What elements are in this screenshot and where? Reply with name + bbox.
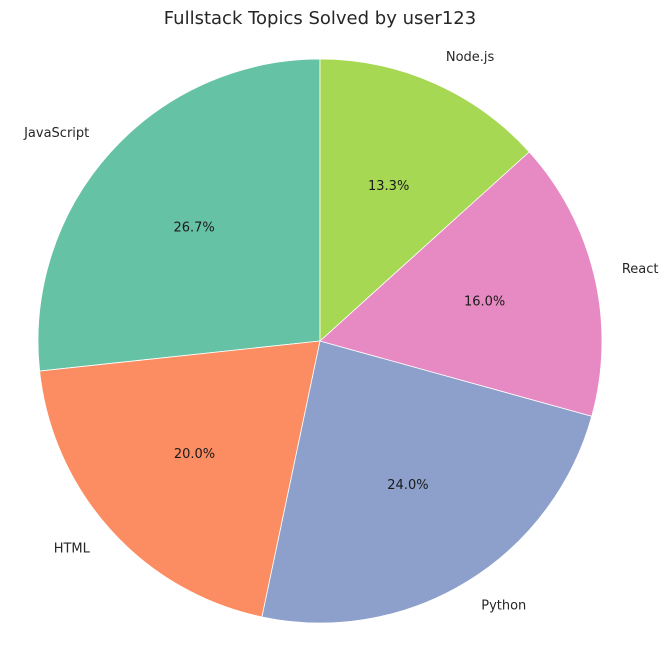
chart-title: Fullstack Topics Solved by user123 bbox=[164, 8, 476, 29]
slice-label-javascript: JavaScript bbox=[23, 126, 89, 141]
pie-labels: JavaScript 26.7% HTML 20.0% Python 24.0% React… bbox=[23, 50, 658, 614]
percent-label-node-js: 13.3% bbox=[368, 179, 409, 194]
percent-label-react: 16.0% bbox=[464, 295, 505, 310]
percent-label-python: 24.0% bbox=[387, 478, 428, 493]
percent-label-html: 20.0% bbox=[174, 447, 215, 462]
pie-slice-javascript bbox=[37, 58, 321, 372]
pie-slice-node-js bbox=[319, 58, 530, 342]
slice-label-python: Python bbox=[481, 598, 526, 613]
pie-slice-python bbox=[261, 340, 593, 624]
pie-slice-react bbox=[319, 151, 603, 417]
pie-slices bbox=[37, 58, 603, 624]
slice-label-node-js: Node.js bbox=[446, 50, 495, 65]
slice-label-html: HTML bbox=[54, 542, 91, 557]
slice-label-react: React bbox=[622, 262, 659, 277]
pie-slice-html bbox=[39, 340, 321, 618]
percent-label-javascript: 26.7% bbox=[173, 220, 214, 235]
